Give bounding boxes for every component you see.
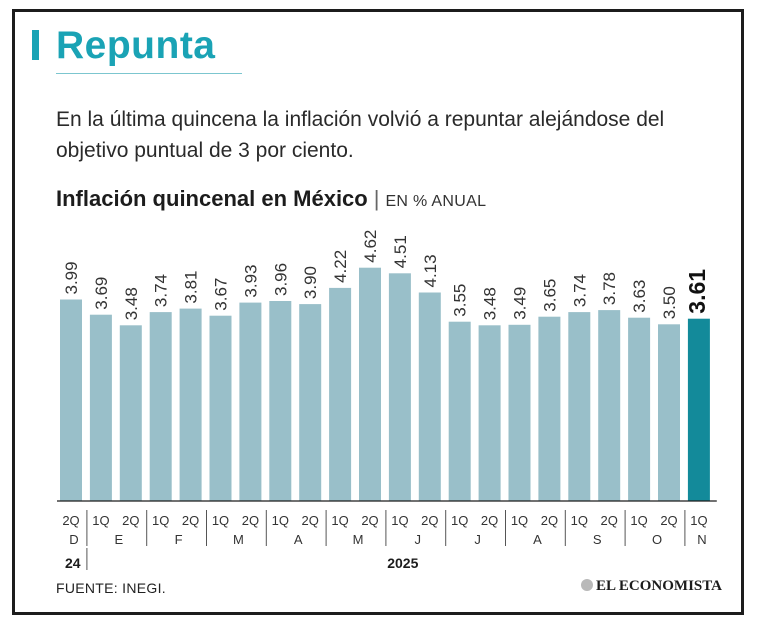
value-label: 3.99 [62, 261, 81, 294]
bar [359, 267, 381, 501]
headline: Repunta [56, 24, 216, 67]
tick-label-month: J [415, 532, 422, 547]
headline-accent-bar [32, 30, 39, 60]
tick-label-quincena: 1Q [511, 513, 528, 528]
brand-name: EL ECONOMISTA [596, 578, 722, 594]
tick-label-quincena: 1Q [212, 513, 229, 528]
bar [538, 316, 561, 501]
value-label: 3.55 [451, 284, 470, 317]
value-label: 3.63 [630, 280, 649, 313]
bar [598, 310, 621, 501]
bar [448, 321, 471, 501]
tick-label-month: N [697, 532, 706, 547]
tick-label-month: A [294, 532, 303, 547]
bar [658, 324, 680, 501]
tick-label-year: 24 [65, 555, 81, 571]
chart-unit: EN % ANUAL [385, 193, 487, 210]
value-label: 3.78 [600, 272, 619, 305]
tick-label-month: S [593, 532, 602, 547]
tick-label-quincena: 1Q [391, 513, 408, 528]
source-note: FUENTE: INEGI. [56, 580, 166, 596]
value-label: 3.69 [92, 277, 111, 310]
value-label: 3.74 [570, 274, 589, 307]
tick-label-month: O [652, 532, 662, 547]
tick-label-quincena: 1Q [451, 513, 468, 528]
bar [149, 312, 172, 501]
bar [179, 308, 202, 501]
tick-label-quincena: 2Q [242, 513, 259, 528]
value-label: 3.48 [481, 287, 500, 320]
tick-label-quincena: 1Q [272, 513, 289, 528]
tick-label-quincena: 2Q [62, 513, 79, 528]
value-label: 4.22 [331, 250, 350, 283]
tick-label-month: D [69, 532, 78, 547]
bar [89, 314, 112, 501]
bar-highlight [687, 318, 710, 501]
tick-label-quincena: 1Q [331, 513, 348, 528]
tick-label-quincena: 1Q [630, 513, 647, 528]
bar [568, 312, 591, 501]
tick-label-quincena: 1Q [571, 513, 588, 528]
tick-label-quincena: 2Q [660, 513, 677, 528]
bar [418, 292, 441, 501]
tick-label-quincena: 2Q [361, 513, 378, 528]
bar [478, 325, 501, 501]
value-label: 3.93 [241, 265, 260, 298]
bar [60, 299, 82, 501]
value-label: 3.48 [122, 287, 141, 320]
tick-label-quincena: 2Q [541, 513, 558, 528]
value-label: 3.96 [271, 263, 290, 296]
value-label: 3.61 [684, 269, 710, 314]
brand-logo: EL ECONOMISTA [581, 578, 722, 595]
chart-title: Inflación quincenal en México [56, 186, 368, 211]
bar [239, 302, 262, 501]
chart-heading: Inflación quincenal en México | EN % ANUAL [56, 186, 486, 212]
bar [388, 273, 411, 501]
value-label: 4.62 [361, 230, 380, 263]
tick-label-month: J [474, 532, 481, 547]
tick-label-month: A [533, 532, 542, 547]
bar [269, 301, 292, 501]
value-label: 4.51 [391, 235, 410, 268]
tick-label-year: 2025 [387, 555, 418, 571]
subtitle: En la última quincena la inflación volvi… [56, 108, 665, 162]
bar [628, 317, 651, 501]
tick-label-quincena: 1Q [92, 513, 109, 528]
tick-label-quincena: 2Q [302, 513, 319, 528]
bar [508, 324, 531, 501]
tick-label-quincena: 1Q [690, 513, 707, 528]
value-label: 3.65 [540, 279, 559, 312]
tick-label-quincena: 1Q [152, 513, 169, 528]
value-label: 3.74 [152, 274, 171, 307]
tick-label-month: E [114, 532, 123, 547]
tick-label-month: M [353, 532, 364, 547]
tick-label-quincena: 2Q [182, 513, 199, 528]
title-separator: | [373, 186, 380, 211]
tick-label-month: F [175, 532, 183, 547]
tick-label-quincena: 2Q [122, 513, 139, 528]
tick-label-quincena: 2Q [601, 513, 618, 528]
bar [299, 304, 322, 501]
value-label: 3.67 [212, 278, 231, 311]
brand-mark-icon [581, 579, 593, 591]
value-label: 3.81 [182, 271, 201, 304]
tick-label-month: M [233, 532, 244, 547]
headline-underline [56, 73, 242, 74]
value-label: 3.50 [660, 286, 679, 319]
value-label: 3.49 [511, 287, 530, 320]
tick-label-quincena: 2Q [421, 513, 438, 528]
value-label: 3.90 [301, 266, 320, 299]
bar [119, 325, 142, 501]
bar [329, 287, 352, 501]
bar [209, 315, 232, 501]
tick-label-quincena: 2Q [481, 513, 498, 528]
value-label: 4.13 [421, 254, 440, 287]
